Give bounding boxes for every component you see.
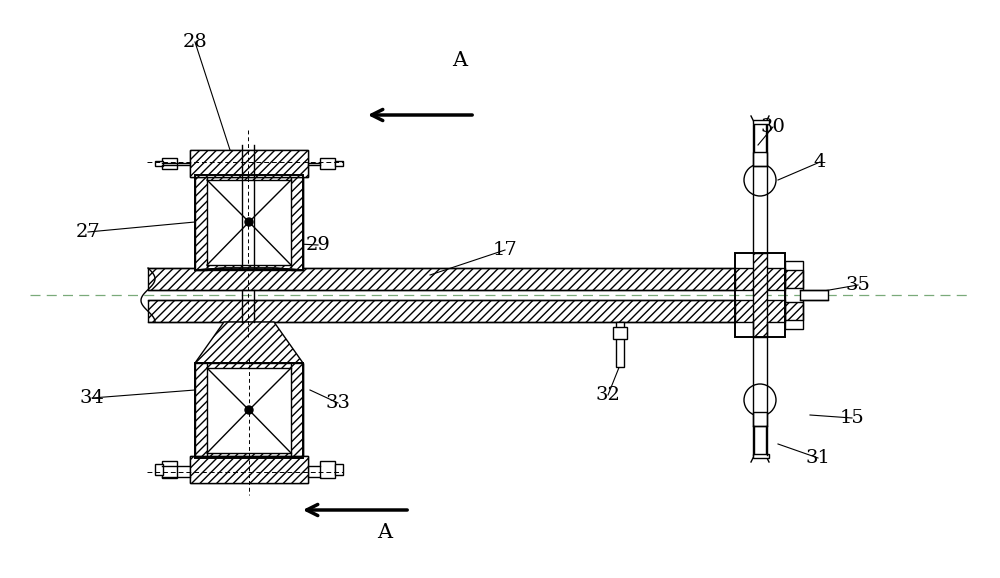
Bar xyxy=(753,120,769,124)
Text: 28: 28 xyxy=(183,33,207,51)
Bar xyxy=(148,300,735,322)
Text: 27: 27 xyxy=(76,223,100,241)
Bar xyxy=(195,175,303,270)
Bar xyxy=(195,363,207,458)
Bar xyxy=(785,270,803,288)
Bar xyxy=(207,180,291,265)
Bar xyxy=(753,454,769,458)
Bar xyxy=(785,261,803,329)
Bar xyxy=(190,150,308,177)
Circle shape xyxy=(245,218,253,226)
Text: 33: 33 xyxy=(326,394,351,412)
Bar xyxy=(616,322,624,367)
Bar xyxy=(195,363,303,458)
Bar xyxy=(785,302,803,320)
Text: A: A xyxy=(377,524,393,543)
Bar xyxy=(207,368,291,453)
Bar xyxy=(291,363,303,458)
Text: 35: 35 xyxy=(846,276,870,294)
Bar xyxy=(195,363,303,458)
Text: A: A xyxy=(452,50,468,69)
Circle shape xyxy=(744,384,776,416)
Polygon shape xyxy=(195,322,303,363)
Text: 30: 30 xyxy=(761,118,785,136)
Text: 29: 29 xyxy=(306,236,330,254)
Bar xyxy=(735,268,785,290)
Bar xyxy=(335,161,343,166)
Polygon shape xyxy=(195,268,303,270)
Bar xyxy=(162,158,177,169)
Text: 15: 15 xyxy=(840,409,864,427)
Bar xyxy=(753,253,767,337)
Bar xyxy=(800,290,828,300)
Bar xyxy=(320,158,335,169)
Bar xyxy=(155,161,163,166)
Bar xyxy=(195,175,303,270)
Text: 17: 17 xyxy=(493,241,517,259)
Bar xyxy=(291,175,303,270)
Bar xyxy=(190,456,308,483)
Bar xyxy=(320,461,335,478)
Bar xyxy=(148,268,735,290)
Text: 32: 32 xyxy=(596,386,620,404)
Polygon shape xyxy=(195,268,303,270)
Bar xyxy=(753,412,767,426)
Bar xyxy=(190,150,308,177)
Bar xyxy=(335,464,343,475)
Circle shape xyxy=(245,406,253,414)
Bar xyxy=(753,152,767,166)
Circle shape xyxy=(744,164,776,196)
Bar xyxy=(613,327,627,339)
Bar xyxy=(162,461,177,478)
Text: 31: 31 xyxy=(806,449,830,467)
Bar xyxy=(195,175,207,270)
Text: 34: 34 xyxy=(80,389,104,407)
Bar xyxy=(735,253,785,337)
Bar xyxy=(735,300,785,322)
Bar xyxy=(155,464,163,475)
Text: 4: 4 xyxy=(814,153,826,171)
Bar xyxy=(190,456,308,483)
